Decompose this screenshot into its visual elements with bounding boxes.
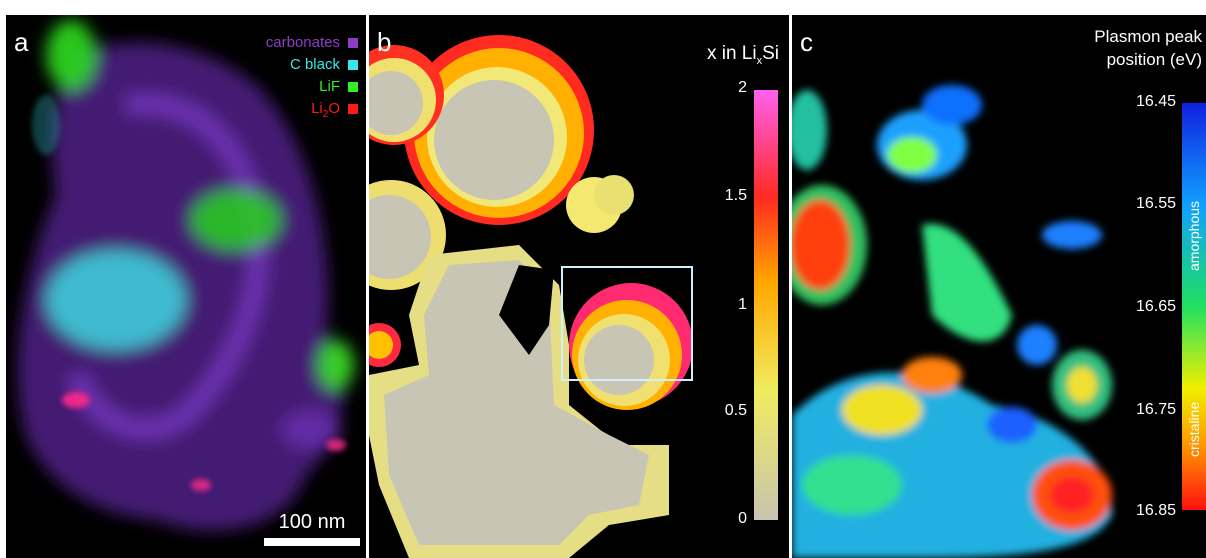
scale-bar [264, 538, 360, 546]
colorbar-c-label-amorphous: amorphous [1186, 200, 1202, 271]
colorbar-c-title-line1: Plasmon peak [1094, 27, 1202, 46]
colorbar-c [1182, 103, 1206, 510]
colorbar-c-tick: 16.65 [1135, 298, 1176, 315]
panel-a-eds-map: a carbonates C black LiF Li2O 100 nm [6, 15, 366, 558]
eds-phase-map [17, 20, 354, 531]
panel-c-plasmon-map: c Plasmon peak position (eV) 16.45 16.55… [792, 15, 1206, 558]
colorbar-b-tick: 1.5 [724, 187, 747, 204]
colorbar-b-tick: 2 [738, 79, 747, 96]
colorbar-c-tick: 16.85 [1135, 502, 1176, 519]
legend-item-lif: LiF [266, 76, 358, 98]
lithiation-map [369, 35, 778, 558]
legend-item-carbonates: carbonates [266, 32, 358, 54]
panel-label-c: c [800, 27, 813, 57]
plasmon-map [792, 85, 1206, 558]
colorbar-b-tick: 1 [738, 296, 747, 313]
legend-item-li2o: Li2O [266, 98, 358, 126]
colorbar-c-tick: 16.75 [1135, 401, 1176, 418]
colorbar-b [754, 90, 778, 520]
colorbar-b-title: x in LixSi [706, 43, 779, 67]
colorbar-c-label-cristaline: cristaline [1186, 401, 1202, 457]
panel-b-lithiation-map: b x in LixSi 2 1.5 1 0.5 0 [369, 15, 789, 558]
selection-box [561, 266, 693, 381]
scale-bar-label: 100 nm [278, 511, 346, 533]
legend-item-c-black: C black [266, 54, 358, 76]
panel-label-a: a [14, 27, 29, 57]
colorbar-c-tick: 16.55 [1135, 195, 1176, 212]
phase-legend: carbonates C black LiF Li2O [266, 32, 358, 126]
colorbar-c-tick: 16.45 [1135, 93, 1176, 110]
panel-label-b: b [377, 27, 392, 57]
colorbar-b-tick: 0.5 [724, 402, 747, 419]
colorbar-c-title-line2: position (eV) [1106, 50, 1202, 69]
colorbar-b-tick: 0 [738, 510, 747, 527]
